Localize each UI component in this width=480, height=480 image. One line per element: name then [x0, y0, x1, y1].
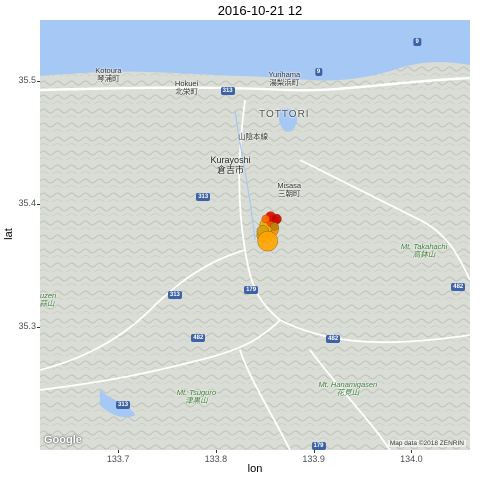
map-place-label: Mt. Hanamigasen 花見山 — [318, 379, 378, 397]
map-place-label: Kurayoshi 倉吉市 — [210, 154, 251, 175]
route-shield: 9 — [314, 67, 323, 76]
y-tick-label: 35.4 — [18, 198, 36, 209]
map-place-label: Mt. Tsuguro 津黒山 — [176, 388, 217, 406]
x-axis-title: lon — [247, 463, 263, 475]
route-shield: 482 — [191, 334, 206, 343]
y-tick-mark — [37, 81, 40, 83]
x-tick-label: 133.9 — [302, 454, 325, 464]
x-tick-mark — [411, 450, 413, 453]
map-place-label: ruzen蒜山 — [40, 291, 57, 309]
route-shield: 9 — [413, 38, 421, 47]
road-line — [239, 349, 291, 450]
road-line — [299, 159, 470, 281]
y-tick-mark — [37, 204, 40, 206]
x-tick-label: 134.0 — [400, 454, 423, 464]
chart-title: 2016-10-21 12 — [217, 3, 303, 18]
road-line — [309, 349, 391, 450]
road-line — [40, 249, 246, 371]
y-tick-mark — [37, 327, 40, 329]
x-tick-mark — [313, 450, 315, 453]
map-place-label: Misasa 三朝町 — [277, 180, 302, 198]
map-place-label: Hokuei 北栄町 — [174, 78, 199, 96]
map-background — [40, 20, 470, 450]
earthquake-point[interactable] — [261, 214, 270, 224]
route-shield: 313 — [116, 400, 131, 409]
y-tick-label: 35.5 — [18, 75, 36, 86]
lake-shape — [278, 108, 298, 132]
map-place-label: TOTTORI — [259, 108, 310, 120]
river-line — [234, 109, 256, 241]
map-place-label: Kotoura 琴浦町 — [95, 66, 122, 84]
earthquake-point[interactable] — [257, 230, 278, 252]
y-tick-label: 35.3 — [18, 321, 36, 332]
route-shield: 179 — [311, 442, 326, 450]
x-tick-label: 133.7 — [106, 454, 130, 464]
route-shield: 482 — [326, 335, 341, 344]
road-line — [238, 99, 470, 344]
y-axis-title: lat — [3, 228, 15, 240]
route-shield: 313 — [220, 87, 235, 96]
map-place-label: 山陰本線 — [238, 131, 269, 141]
route-shield: 313 — [167, 291, 182, 300]
route-shield: 179 — [244, 286, 259, 295]
route-shield: 313 — [196, 192, 211, 201]
google-logo: Google — [44, 434, 82, 446]
route-shield: 482 — [451, 282, 466, 291]
earthquake-point[interactable] — [270, 222, 279, 231]
map-attribution[interactable]: Map data ©2018 ZENRIN — [387, 440, 466, 447]
map-panel[interactable]: Kotoura 琴浦町 Hokuei 北栄町 Yurihama 湯梨浜町 TOTTORI Ku… — [40, 20, 470, 450]
road-line — [40, 76, 470, 92]
x-tick-mark — [215, 450, 217, 453]
x-tick-mark — [118, 450, 120, 453]
map-place-label: Mt. Takahachi 高鉢山 — [400, 241, 448, 259]
road-line — [40, 319, 281, 391]
x-tick-label: 133.8 — [204, 454, 228, 464]
map-place-label: Yurihama 湯梨浜町 — [268, 69, 301, 87]
